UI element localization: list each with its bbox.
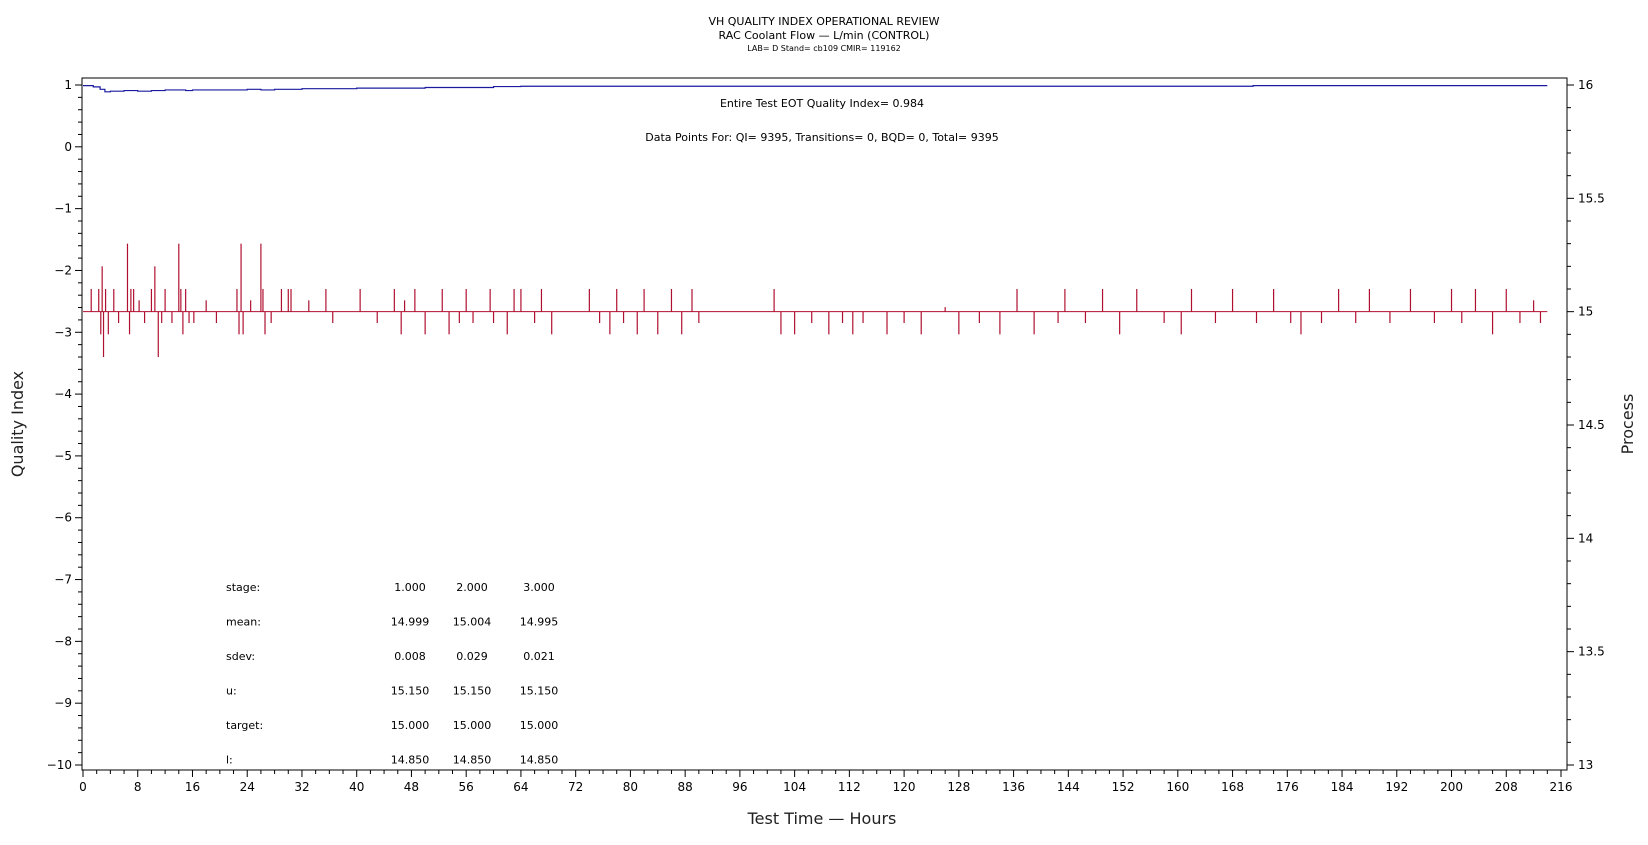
eot-quality-index-annotation: Entire Test EOT Quality Index= 0.984 — [720, 97, 924, 110]
x-tick-label: 136 — [1002, 780, 1025, 794]
stats-table: stage: 1.000 2.000 3.000 mean: 14.999 15.004 14… — [226, 581, 558, 767]
stats-cell: 1.000 — [394, 581, 426, 594]
x-tick-label: 192 — [1385, 780, 1408, 794]
y-right-tick-label: 15.5 — [1578, 191, 1605, 205]
y-right-tick-label: 13.5 — [1578, 645, 1605, 659]
y-left-tick-label: −10 — [47, 758, 72, 772]
x-tick-label: 112 — [838, 780, 861, 794]
y-axis-left: 1 0 −1 −2 −3 −4 −5 −6 −7 −8 −9 −10 — [47, 78, 82, 772]
y-left-tick-label: 1 — [64, 78, 72, 92]
quality-index-series — [83, 85, 1548, 93]
y-left-tick-label: −3 — [54, 325, 72, 339]
x-tick-label: 200 — [1440, 780, 1463, 794]
data-points-annotation: Data Points For: QI= 9395, Transitions= … — [645, 131, 999, 144]
x-tick-label: 32 — [294, 780, 309, 794]
x-tick-label: 48 — [404, 780, 419, 794]
stats-cell: 15.000 — [520, 719, 559, 732]
stats-cell: 14.850 — [391, 754, 430, 767]
stats-cell: 15.000 — [453, 719, 492, 732]
x-tick-label: 0 — [79, 780, 87, 794]
chart-subtitle: RAC Coolant Flow — L/min (CONTROL) — [718, 29, 930, 42]
stats-cell: 14.999 — [391, 616, 430, 629]
x-tick-label: 168 — [1221, 780, 1244, 794]
x-tick-label: 144 — [1057, 780, 1080, 794]
x-tick-label: 184 — [1331, 780, 1354, 794]
y-right-tick-label: 16 — [1578, 78, 1593, 92]
y-axis-right: 16 15.5 15 14.5 14 13.5 13 — [1567, 78, 1605, 772]
x-tick-label: 120 — [893, 780, 916, 794]
stats-cell: 15.000 — [391, 719, 430, 732]
chart-titles: VH QUALITY INDEX OPERATIONAL REVIEW RAC … — [0, 14, 1648, 55]
y-axis-right-title: Process — [1618, 394, 1637, 455]
stats-row-label: target: — [226, 719, 263, 732]
x-tick-label: 128 — [947, 780, 970, 794]
stats-row-label: l: — [226, 754, 233, 767]
stats-row-label: mean: — [226, 616, 261, 629]
stats-cell: 0.008 — [394, 650, 426, 663]
x-tick-label: 176 — [1276, 780, 1299, 794]
x-tick-label: 24 — [240, 780, 255, 794]
stats-cell: 2.000 — [456, 581, 488, 594]
x-tick-label: 104 — [783, 780, 806, 794]
x-tick-label: 160 — [1166, 780, 1189, 794]
y-right-tick-label: 13 — [1578, 758, 1593, 772]
y-left-tick-label: −1 — [54, 202, 72, 216]
stats-cell: 15.150 — [391, 685, 430, 698]
stats-row-label: stage: — [226, 581, 260, 594]
x-tick-label: 80 — [623, 780, 638, 794]
stats-row-label: sdev: — [226, 650, 255, 663]
chart-subtitle-lab: LAB= D Stand= cb109 CMIR= 119162 — [747, 44, 901, 53]
x-tick-label: 16 — [185, 780, 200, 794]
x-tick-label: 96 — [732, 780, 747, 794]
stats-cell: 0.021 — [523, 650, 555, 663]
x-tick-label: 208 — [1495, 780, 1518, 794]
stats-cell: 15.150 — [520, 685, 559, 698]
y-left-tick-label: −8 — [54, 634, 72, 648]
stats-cell: 3.000 — [523, 581, 555, 594]
plot-frame — [81, 77, 1568, 771]
y-left-tick-label: −5 — [54, 449, 72, 463]
y-axis-left-title: Quality Index — [8, 371, 27, 477]
x-tick-label: 8 — [134, 780, 142, 794]
x-tick-label: 216 — [1550, 780, 1573, 794]
stats-cell: 14.850 — [453, 754, 492, 767]
stats-cell: 15.150 — [453, 685, 492, 698]
stats-cell: 0.029 — [456, 650, 488, 663]
stats-row-label: u: — [226, 685, 237, 698]
x-tick-label: 40 — [349, 780, 364, 794]
stats-cell: 14.995 — [520, 616, 559, 629]
y-right-tick-label: 14 — [1578, 531, 1593, 545]
x-axis-title: Test Time — Hours — [747, 809, 897, 828]
y-right-tick-label: 15 — [1578, 305, 1593, 319]
x-tick-label: 72 — [568, 780, 583, 794]
x-tick-label: 64 — [513, 780, 528, 794]
y-left-tick-label: −4 — [54, 387, 72, 401]
x-tick-label: 88 — [678, 780, 693, 794]
x-axis: 0 8 16 24 32 40 48 56 64 72 80 88 96 104 112 120 128 136 1… — [79, 770, 1572, 794]
x-tick-label: 152 — [1112, 780, 1135, 794]
quality-index-line — [83, 85, 1548, 93]
y-left-tick-label: 0 — [64, 140, 72, 154]
y-right-tick-label: 14.5 — [1578, 418, 1605, 432]
y-left-tick-label: −6 — [54, 511, 72, 525]
chart-title: VH QUALITY INDEX OPERATIONAL REVIEW — [708, 15, 940, 28]
x-tick-label: 56 — [459, 780, 474, 794]
stats-cell: 15.004 — [453, 616, 492, 629]
y-left-tick-label: −9 — [54, 696, 72, 710]
y-left-tick-label: −2 — [54, 263, 72, 277]
stats-cell: 14.850 — [520, 754, 559, 767]
y-left-tick-label: −7 — [54, 573, 72, 587]
process-series — [83, 243, 1548, 357]
